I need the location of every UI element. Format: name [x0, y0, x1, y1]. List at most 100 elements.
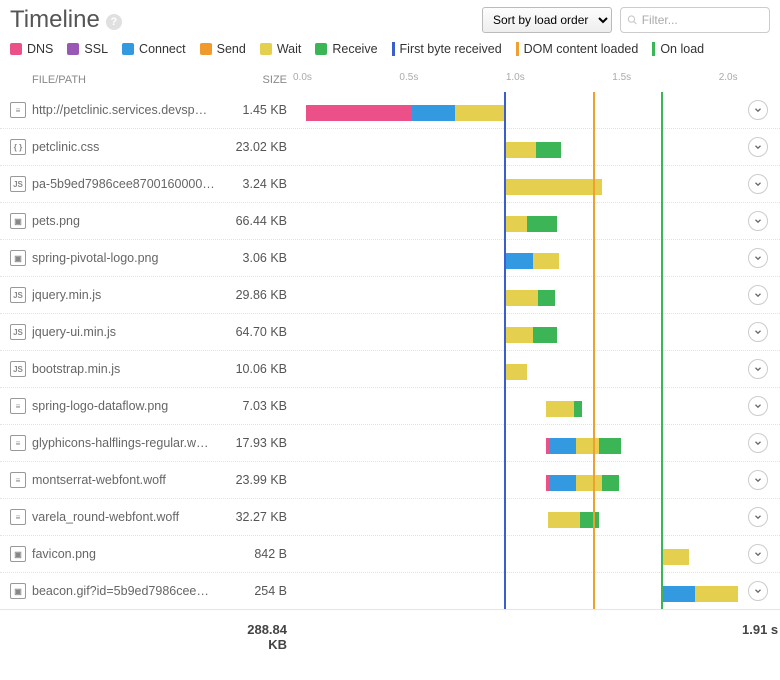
- header: Timeline ? Sort by load order: [0, 0, 780, 38]
- file-name: favicon.png: [32, 547, 230, 561]
- sort-select[interactable]: Sort by load order: [482, 7, 612, 33]
- segment-wait: [546, 401, 574, 417]
- timing-bar: [295, 362, 742, 382]
- timing-bar: [295, 473, 742, 493]
- legend-swatch: [516, 42, 519, 56]
- file-size: 3.06 KB: [230, 251, 295, 265]
- filetype-img-icon: ▣: [10, 583, 26, 599]
- file-name: montserrat-webfont.woff: [32, 473, 230, 487]
- legend-item-ssl: SSL: [67, 42, 108, 56]
- expand-row-button[interactable]: [748, 137, 768, 157]
- chevron-down-icon: [753, 512, 763, 522]
- segment-wait: [576, 475, 602, 491]
- axis-tick: 1.0s: [506, 72, 525, 83]
- file-name: petclinic.css: [32, 140, 230, 154]
- file-name: spring-pivotal-logo.png: [32, 251, 230, 265]
- file-size: 1.45 KB: [230, 103, 295, 117]
- file-name: pa-5b9ed7986cee8700160000…: [32, 177, 230, 191]
- table-row: ≡montserrat-webfont.woff23.99 KB: [0, 461, 780, 498]
- timing-bar: [295, 510, 742, 530]
- chevron-down-icon: [753, 253, 763, 263]
- filetype-img-icon: ▣: [10, 213, 26, 229]
- expand-row-button[interactable]: [748, 174, 768, 194]
- legend-swatch: [10, 43, 22, 55]
- expand-row-button[interactable]: [748, 100, 768, 120]
- chevron-down-icon: [753, 401, 763, 411]
- filetype-img-icon: ▣: [10, 546, 26, 562]
- filetype-img-icon: ▣: [10, 250, 26, 266]
- chevron-down-icon: [753, 586, 763, 596]
- file-size: 10.06 KB: [230, 362, 295, 376]
- legend-swatch: [260, 43, 272, 55]
- segment-wait: [506, 290, 538, 306]
- segment-wait: [695, 586, 738, 602]
- filetype-css-icon: { }: [10, 139, 26, 155]
- timing-bar: [295, 214, 742, 234]
- legend-swatch: [122, 43, 134, 55]
- file-size: 23.99 KB: [230, 473, 295, 487]
- chevron-down-icon: [753, 290, 763, 300]
- filetype-doc-icon: ≡: [10, 435, 26, 451]
- timing-bar: [295, 177, 742, 197]
- chevron-down-icon: [753, 216, 763, 226]
- chevron-down-icon: [753, 475, 763, 485]
- legend-label: SSL: [84, 42, 108, 56]
- segment-wait: [506, 216, 527, 232]
- total-size: 288.84 KB: [230, 622, 295, 652]
- filetype-doc-icon: ≡: [10, 102, 26, 118]
- timing-bar: [295, 325, 742, 345]
- legend-label: Wait: [277, 42, 302, 56]
- timing-bar: [295, 140, 742, 160]
- legend-swatch: [652, 42, 655, 56]
- legend-item-on_load: On load: [652, 42, 704, 56]
- expand-row-button[interactable]: [748, 581, 768, 601]
- table-row: { }petclinic.css23.02 KB: [0, 128, 780, 165]
- expand-row-button[interactable]: [748, 507, 768, 527]
- filter-field[interactable]: [620, 7, 770, 33]
- chevron-down-icon: [753, 142, 763, 152]
- table-row: JSbootstrap.min.js10.06 KB: [0, 350, 780, 387]
- table-row: ▣ spring-pivotal-logo.png3.06 KB: [0, 239, 780, 276]
- timing-bar: [295, 399, 742, 419]
- expand-row-button[interactable]: [748, 396, 768, 416]
- segment-dns: [306, 105, 412, 121]
- help-icon[interactable]: ?: [106, 14, 122, 30]
- file-size: 3.24 KB: [230, 177, 295, 191]
- legend-item-dns: DNS: [10, 42, 53, 56]
- expand-row-button[interactable]: [748, 544, 768, 564]
- table-row: JSjquery.min.js29.86 KB: [0, 276, 780, 313]
- file-size: 17.93 KB: [230, 436, 295, 450]
- col-file-header: FILE/PATH: [30, 74, 230, 86]
- legend-label: Connect: [139, 42, 186, 56]
- filter-input[interactable]: [642, 13, 763, 27]
- segment-connect: [550, 475, 576, 491]
- expand-row-button[interactable]: [748, 211, 768, 231]
- expand-row-button[interactable]: [748, 248, 768, 268]
- segment-receive: [533, 327, 556, 343]
- axis-tick: 1.5s: [612, 72, 631, 83]
- segment-wait: [506, 327, 534, 343]
- chevron-down-icon: [753, 549, 763, 559]
- segment-receive: [538, 290, 555, 306]
- legend-label: Receive: [332, 42, 377, 56]
- segment-connect: [663, 586, 695, 602]
- axis-tick: 0.5s: [399, 72, 418, 83]
- chevron-down-icon: [753, 327, 763, 337]
- expand-row-button[interactable]: [748, 322, 768, 342]
- legend-item-first_byte: First byte received: [392, 42, 502, 56]
- chevron-down-icon: [753, 364, 763, 374]
- expand-row-button[interactable]: [748, 359, 768, 379]
- file-size: 7.03 KB: [230, 399, 295, 413]
- time-axis: 0.0s0.5s1.0s1.5s2.0s: [295, 72, 742, 86]
- axis-tick: 0.0s: [293, 72, 312, 83]
- search-icon: [627, 14, 638, 26]
- expand-row-button[interactable]: [748, 433, 768, 453]
- file-size: 842 B: [230, 547, 295, 561]
- expand-row-button[interactable]: [748, 285, 768, 305]
- segment-wait: [506, 179, 602, 195]
- table-row: JSpa-5b9ed7986cee8700160000…3.24 KB: [0, 165, 780, 202]
- segment-wait: [663, 549, 689, 565]
- expand-row-button[interactable]: [748, 470, 768, 490]
- segment-receive: [574, 401, 583, 417]
- file-size: 254 B: [230, 584, 295, 598]
